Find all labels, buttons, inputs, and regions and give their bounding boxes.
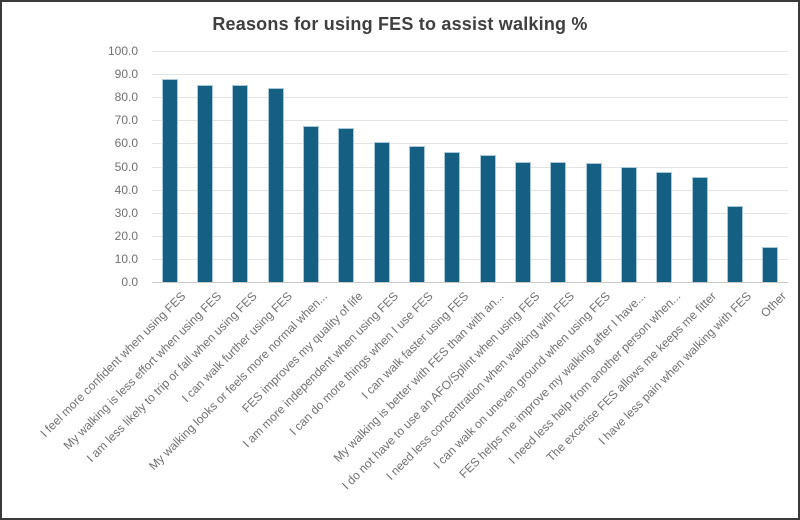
y-axis-tick-label: 90.0 (114, 67, 138, 81)
chart-title: Reasons for using FES to assist walking … (212, 14, 588, 34)
x-category-label: I can walk faster using FES (358, 289, 472, 402)
y-axis-tick-label: 40.0 (114, 183, 138, 197)
bar (585, 163, 602, 282)
x-axis-baseline (152, 282, 788, 283)
bar (161, 78, 178, 282)
y-axis-tick-label: 100.0 (107, 44, 138, 58)
x-category-label: I can do more things when I use FES (286, 289, 436, 439)
bar (656, 172, 673, 282)
bar (691, 176, 708, 282)
y-axis-tick-label: 60.0 (114, 136, 138, 150)
x-category-label: FES improves my quality of life (238, 289, 366, 416)
x-category-label: I feel more confident when using FES (37, 289, 189, 440)
bar (444, 151, 461, 282)
bar (515, 161, 531, 282)
gridline (152, 167, 788, 168)
gridline (152, 190, 788, 191)
x-category-label: I have less pain when walking with FES (595, 289, 754, 448)
bar (267, 88, 284, 282)
plot-area (152, 51, 788, 283)
x-category-label: My walking looks or feels more normal wh… (145, 289, 330, 473)
y-axis-tick-label: 30.0 (114, 206, 138, 220)
gridline (152, 259, 788, 260)
gridline (152, 120, 788, 121)
bar (197, 84, 213, 282)
x-category-label: I can walk on uneven ground when using F… (430, 289, 613, 472)
bar (479, 155, 496, 282)
x-category-label: I need less help from another person whe… (505, 289, 684, 467)
gridline (152, 143, 788, 144)
y-axis-tick-label: 0.0 (121, 275, 138, 289)
x-category-label: Other (758, 289, 790, 321)
y-axis-tick-label: 50.0 (114, 160, 138, 174)
bar (303, 126, 319, 282)
y-axis-tick-label: 80.0 (114, 90, 138, 104)
y-axis-tick-labels: 100.0 90.0 80.0 70.0 60.0 50.0 40.0 30.0 20.0 10.… (2, 44, 138, 291)
y-axis-tick-label: 20.0 (114, 229, 138, 243)
bar (727, 205, 743, 282)
y-axis-tick-label: 10.0 (114, 252, 138, 266)
x-category-label: The excerise FES allows me keeps me fitt… (543, 289, 719, 465)
gridline (152, 213, 788, 214)
gridline (152, 236, 788, 237)
gridline (152, 97, 788, 98)
x-category-label: My walking is better with FES than with … (330, 289, 507, 465)
bar (373, 142, 390, 282)
gridline (152, 51, 788, 52)
x-category-label: I am less likely to trip or fall when us… (83, 289, 260, 465)
bar (232, 84, 249, 282)
y-axis-tick-label: 70.0 (114, 113, 138, 127)
bar (338, 128, 355, 282)
x-category-label: I can walk further using FES (178, 289, 295, 406)
x-category-label: FES helps me improve my walking after I … (455, 289, 648, 481)
x-category-label: I need less concentration when walking w… (383, 289, 578, 483)
bar (762, 247, 779, 282)
bar (550, 161, 567, 282)
x-category-label: My walking is less effort when using FES (60, 289, 224, 453)
x-category-label: I do not have to use an AFO/Splint when … (338, 289, 542, 493)
x-category-label: I am more independent when using FES (239, 289, 401, 451)
bar (621, 166, 637, 282)
bar (409, 145, 425, 282)
gridline (152, 74, 788, 75)
